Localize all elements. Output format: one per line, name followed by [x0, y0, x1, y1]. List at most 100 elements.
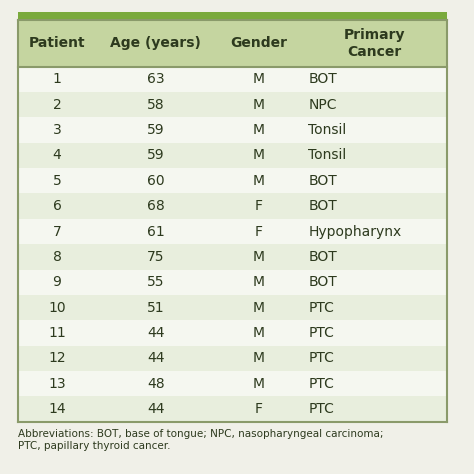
FancyBboxPatch shape [301, 143, 447, 168]
FancyBboxPatch shape [18, 270, 96, 295]
Text: 55: 55 [147, 275, 164, 289]
FancyBboxPatch shape [301, 92, 447, 117]
FancyBboxPatch shape [301, 371, 447, 396]
Text: PTC: PTC [309, 377, 334, 391]
FancyBboxPatch shape [216, 117, 301, 143]
FancyBboxPatch shape [18, 117, 96, 143]
FancyBboxPatch shape [18, 371, 96, 396]
FancyBboxPatch shape [216, 92, 301, 117]
FancyBboxPatch shape [301, 320, 447, 346]
Text: BOT: BOT [309, 275, 337, 289]
FancyBboxPatch shape [301, 66, 447, 92]
Text: PTC: PTC [309, 402, 334, 416]
FancyBboxPatch shape [301, 244, 447, 270]
Text: 63: 63 [147, 72, 164, 86]
Text: 13: 13 [48, 377, 66, 391]
Text: 44: 44 [147, 326, 164, 340]
FancyBboxPatch shape [18, 143, 96, 168]
FancyBboxPatch shape [216, 244, 301, 270]
Text: M: M [253, 98, 264, 111]
Text: 60: 60 [147, 174, 164, 188]
Text: Primary
Cancer: Primary Cancer [344, 28, 405, 59]
FancyBboxPatch shape [18, 66, 96, 92]
Text: M: M [253, 326, 264, 340]
FancyBboxPatch shape [301, 346, 447, 371]
FancyBboxPatch shape [18, 92, 96, 117]
Text: Patient: Patient [29, 36, 85, 50]
Text: PTC: PTC [309, 301, 334, 315]
FancyBboxPatch shape [216, 320, 301, 346]
Text: Age (years): Age (years) [110, 36, 201, 50]
Text: M: M [253, 377, 264, 391]
FancyBboxPatch shape [216, 396, 301, 422]
FancyBboxPatch shape [96, 320, 216, 346]
Text: F: F [255, 199, 263, 213]
Text: 1: 1 [53, 72, 62, 86]
FancyBboxPatch shape [96, 371, 216, 396]
FancyBboxPatch shape [96, 295, 216, 320]
FancyBboxPatch shape [96, 244, 216, 270]
Text: 58: 58 [147, 98, 164, 111]
FancyBboxPatch shape [18, 168, 96, 193]
Text: 44: 44 [147, 402, 164, 416]
FancyBboxPatch shape [216, 168, 301, 193]
Text: Tonsil: Tonsil [309, 148, 346, 163]
Text: M: M [253, 250, 264, 264]
Text: 51: 51 [147, 301, 164, 315]
Text: 11: 11 [48, 326, 66, 340]
FancyBboxPatch shape [301, 20, 447, 66]
FancyBboxPatch shape [301, 396, 447, 422]
Text: 9: 9 [53, 275, 62, 289]
FancyBboxPatch shape [301, 295, 447, 320]
FancyBboxPatch shape [216, 270, 301, 295]
FancyBboxPatch shape [301, 168, 447, 193]
Text: 68: 68 [147, 199, 164, 213]
FancyBboxPatch shape [18, 295, 96, 320]
FancyBboxPatch shape [18, 244, 96, 270]
FancyBboxPatch shape [216, 143, 301, 168]
FancyBboxPatch shape [18, 320, 96, 346]
Text: 3: 3 [53, 123, 62, 137]
FancyBboxPatch shape [96, 219, 216, 244]
Text: PTC: PTC [309, 351, 334, 365]
Text: 59: 59 [147, 123, 164, 137]
Text: 7: 7 [53, 225, 62, 238]
Text: 59: 59 [147, 148, 164, 163]
Text: 5: 5 [53, 174, 62, 188]
FancyBboxPatch shape [18, 20, 96, 66]
Text: F: F [255, 225, 263, 238]
FancyBboxPatch shape [216, 66, 301, 92]
Text: Abbreviations: BOT, base of tongue; NPC, nasopharyngeal carcinoma;
PTC, papillar: Abbreviations: BOT, base of tongue; NPC,… [18, 429, 384, 451]
Text: BOT: BOT [309, 250, 337, 264]
Text: Tonsil: Tonsil [309, 123, 346, 137]
FancyBboxPatch shape [96, 117, 216, 143]
FancyBboxPatch shape [18, 219, 96, 244]
FancyBboxPatch shape [216, 295, 301, 320]
FancyBboxPatch shape [96, 92, 216, 117]
Text: M: M [253, 72, 264, 86]
Text: 6: 6 [53, 199, 62, 213]
Text: 61: 61 [147, 225, 164, 238]
Text: 4: 4 [53, 148, 62, 163]
FancyBboxPatch shape [96, 20, 216, 66]
FancyBboxPatch shape [216, 20, 301, 66]
FancyBboxPatch shape [216, 219, 301, 244]
FancyBboxPatch shape [18, 193, 96, 219]
Text: M: M [253, 123, 264, 137]
Text: M: M [253, 148, 264, 163]
Text: NPC: NPC [309, 98, 337, 111]
FancyBboxPatch shape [96, 396, 216, 422]
FancyBboxPatch shape [18, 346, 96, 371]
Text: Hypopharynx: Hypopharynx [309, 225, 401, 238]
FancyBboxPatch shape [96, 270, 216, 295]
FancyBboxPatch shape [301, 117, 447, 143]
Text: BOT: BOT [309, 199, 337, 213]
Text: BOT: BOT [309, 174, 337, 188]
Text: M: M [253, 275, 264, 289]
FancyBboxPatch shape [18, 12, 447, 20]
FancyBboxPatch shape [301, 193, 447, 219]
Text: 44: 44 [147, 351, 164, 365]
FancyBboxPatch shape [301, 219, 447, 244]
FancyBboxPatch shape [96, 143, 216, 168]
Text: F: F [255, 402, 263, 416]
